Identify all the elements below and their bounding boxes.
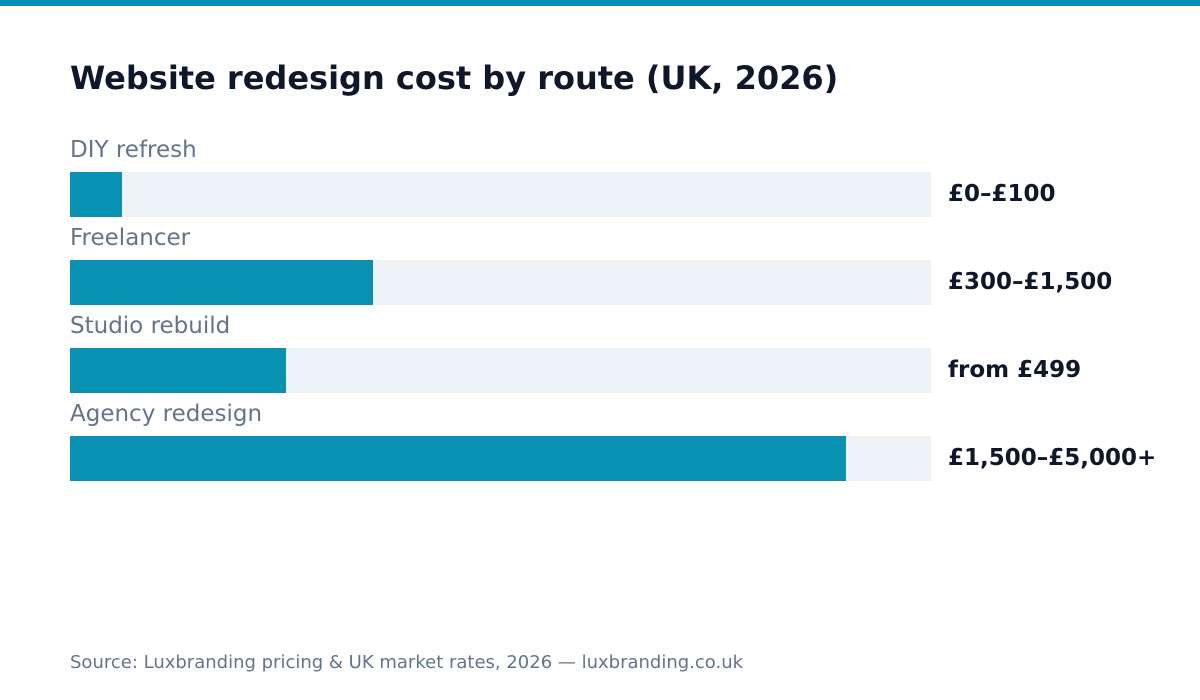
- category-label: Agency redesign: [70, 401, 263, 427]
- bar: [70, 436, 846, 481]
- value-label: £1,500–£5,000+: [948, 445, 1157, 471]
- bar-row: Agency redesign £1,500–£5,000+: [70, 398, 1170, 488]
- bar-track: [70, 172, 931, 217]
- value-label: £0–£100: [948, 181, 1056, 207]
- bar-track: [70, 348, 931, 393]
- value-label: from £499: [948, 357, 1082, 383]
- category-label: DIY refresh: [70, 137, 197, 163]
- value-label: £300–£1,500: [948, 269, 1113, 295]
- bar: [70, 260, 373, 305]
- chart-title: Website redesign cost by route (UK, 2026…: [70, 59, 839, 97]
- bar-track: [70, 260, 931, 305]
- category-label: Freelancer: [70, 225, 191, 251]
- top-accent-bar: [0, 0, 1200, 6]
- bar-row: DIY refresh £0–£100: [70, 134, 1170, 224]
- bar-track: [70, 436, 931, 481]
- source-note: Source: Luxbranding pricing & UK market …: [70, 652, 744, 673]
- bar-row: Freelancer £300–£1,500: [70, 222, 1170, 312]
- category-label: Studio rebuild: [70, 313, 231, 339]
- bar-row: Studio rebuild from £499: [70, 310, 1170, 400]
- bar: [70, 348, 286, 393]
- bar: [70, 172, 122, 217]
